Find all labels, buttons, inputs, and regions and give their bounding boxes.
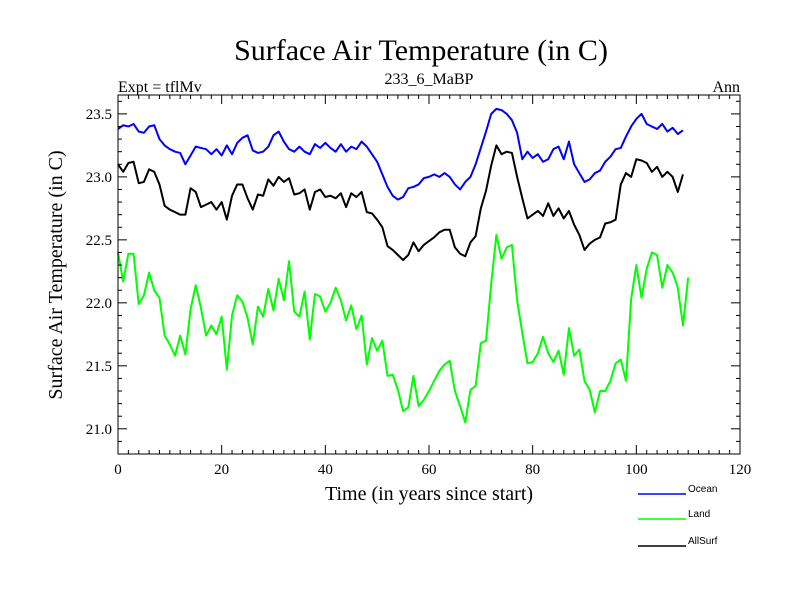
series-layer: [117, 107, 690, 424]
x-axis-label: Time (in years since start): [325, 483, 533, 505]
legend: Ocean Land AllSurf: [638, 484, 718, 547]
chart-subtitle: 233_6_MaBP: [385, 71, 474, 88]
plot-frame: [117, 94, 741, 455]
x-tick-label: 80: [525, 462, 540, 478]
y-axis-label: Surface Air Temperature (in C): [45, 150, 67, 399]
legend-label-land: Land: [688, 509, 710, 520]
y-tick-label: 23.5: [86, 107, 112, 123]
series-line-land: [117, 233, 690, 424]
series-line-allsurf: [117, 144, 684, 262]
x-tick-label: 100: [625, 462, 648, 478]
x-tick-label: 0: [114, 462, 122, 478]
x-tick-label: 40: [318, 462, 333, 478]
chart-title: Surface Air Temperature (in C): [234, 34, 608, 67]
ticks-layer: 0 20 40 60 80 100 120 21.0 21.5 22.0 22.5 23.0 23.5: [86, 95, 752, 478]
series-line-ocean: [117, 107, 684, 201]
x-tick-label: 60: [422, 462, 437, 478]
y-tick-label: 21.0: [86, 422, 112, 438]
experiment-label: Expt = tflMv: [118, 79, 202, 96]
legend-label-allsurf: AllSurf: [688, 536, 718, 547]
season-label: Ann: [712, 79, 740, 96]
x-tick-label: 120: [729, 462, 752, 478]
y-tick-label: 21.5: [86, 359, 112, 375]
y-tick-label: 23.0: [86, 170, 112, 186]
y-tick-label: 22.0: [86, 296, 112, 312]
y-tick-label: 22.5: [86, 233, 112, 249]
legend-label-ocean: Ocean: [688, 484, 717, 495]
x-tick-label: 20: [214, 462, 229, 478]
